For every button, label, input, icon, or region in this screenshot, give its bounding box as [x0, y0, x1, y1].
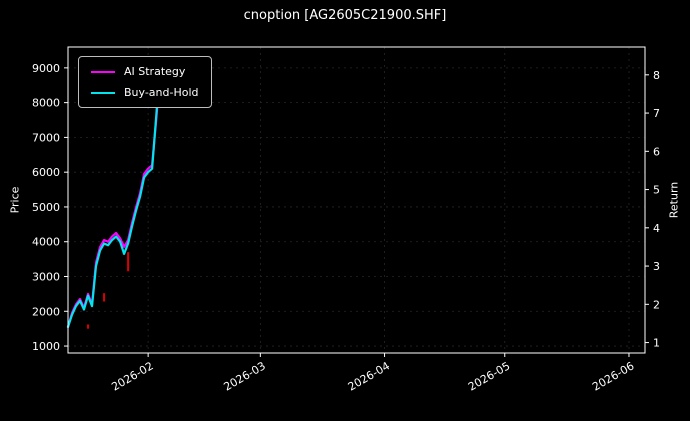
right-tick-label: 5: [653, 184, 660, 197]
x-tick-label: 2026-05: [466, 359, 512, 393]
left-tick-label: 8000: [32, 97, 60, 110]
plot-border: [67, 46, 646, 354]
legend: AI Strategy Buy-and-Hold: [78, 56, 212, 108]
buy-and-hold-line-swatch: [91, 91, 115, 94]
right-tick-label: 2: [653, 298, 660, 311]
right-tick-label: 3: [653, 260, 660, 273]
legend-label-buy-and-hold: Buy-and-Hold: [124, 86, 199, 99]
right-tick-label: 7: [653, 107, 660, 120]
left-tick-label: 7000: [32, 131, 60, 144]
left-tick-label: 4000: [32, 236, 60, 249]
x-tick-label: 2026-02: [109, 359, 155, 393]
left-tick-label: 5000: [32, 201, 60, 214]
right-tick-label: 1: [653, 337, 660, 350]
legend-item-ai-strategy: AI Strategy: [91, 65, 199, 78]
right-tick-label: 4: [653, 222, 660, 235]
right-tick-label: 8: [653, 69, 660, 82]
right-tick-label: 6: [653, 145, 660, 158]
series-line-buy-and-hold: [66, 59, 162, 328]
left-tick-label: 9000: [32, 62, 60, 75]
left-tick-label: 3000: [32, 271, 60, 284]
x-tick-label: 2026-03: [222, 359, 268, 393]
chart-title: cnoption [AG2605C21900.SHF]: [243, 8, 447, 23]
legend-item-buy-and-hold: Buy-and-Hold: [91, 86, 199, 99]
left-tick-label: 1000: [32, 340, 60, 353]
ai-strategy-line-swatch: [91, 70, 115, 73]
x-tick-label: 2026-04: [346, 359, 392, 393]
x-tick-label: 2026-06: [590, 359, 636, 393]
right-axis-label: Return: [667, 181, 681, 219]
left-tick-label: 2000: [32, 305, 60, 318]
left-tick-label: 6000: [32, 166, 60, 179]
left-axis-label: Price: [8, 186, 22, 214]
legend-label-ai-strategy: AI Strategy: [124, 65, 186, 78]
